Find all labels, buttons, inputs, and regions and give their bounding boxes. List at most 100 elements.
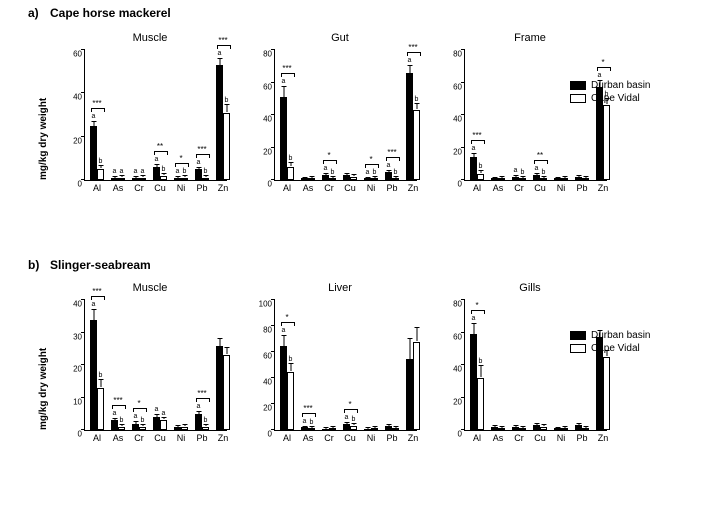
group-letter: a bbox=[472, 315, 476, 322]
sig-bracket bbox=[91, 296, 105, 300]
group-letter: b bbox=[373, 169, 377, 176]
group-letter: a bbox=[113, 410, 117, 417]
y-tick-label: 80 bbox=[263, 50, 275, 59]
bar-vidal bbox=[223, 355, 230, 430]
bar-vidal bbox=[139, 427, 146, 430]
x-tick-label: Cr bbox=[509, 183, 529, 193]
x-tick-label: Al bbox=[277, 183, 297, 193]
sig-bracket bbox=[154, 151, 168, 155]
bar-vidal bbox=[519, 428, 526, 430]
panel-title: Gut bbox=[260, 32, 420, 44]
group-letter: b bbox=[352, 416, 356, 423]
y-tick-label: 60 bbox=[263, 352, 275, 361]
y-tick bbox=[271, 325, 275, 326]
sig-stars: *** bbox=[408, 44, 417, 52]
bar-vidal bbox=[498, 428, 505, 430]
y-tick bbox=[81, 364, 85, 365]
bar-vidal bbox=[371, 178, 378, 180]
bar-vidal bbox=[498, 178, 505, 180]
x-tick-label: Zn bbox=[403, 183, 423, 193]
bar-durban bbox=[512, 177, 519, 180]
chart-panel: Musclemg/kg dry weight010203040Al***abAs… bbox=[70, 300, 230, 450]
bar-vidal bbox=[603, 357, 610, 430]
bar-vidal bbox=[519, 178, 526, 180]
sig-bracket bbox=[386, 157, 400, 161]
y-tick-label: 60 bbox=[453, 332, 465, 341]
y-tick bbox=[461, 429, 465, 430]
sig-bracket bbox=[534, 160, 548, 164]
bar-durban bbox=[195, 414, 202, 430]
group-letter: a bbox=[197, 403, 201, 410]
group-letter: a bbox=[218, 50, 222, 57]
y-tick bbox=[461, 364, 465, 365]
bar-durban bbox=[512, 427, 519, 430]
x-tick-label: Pb bbox=[382, 433, 402, 443]
bar-durban bbox=[385, 172, 392, 180]
group-letter: a bbox=[134, 413, 138, 420]
group-letter: b bbox=[521, 169, 525, 176]
group-letter: b bbox=[225, 97, 229, 104]
bar-durban bbox=[111, 178, 118, 180]
y-tick-label: 80 bbox=[453, 300, 465, 309]
sig-stars: *** bbox=[113, 397, 122, 405]
bar-durban bbox=[470, 157, 477, 180]
bar-durban bbox=[195, 169, 202, 180]
y-tick-label: 0 bbox=[78, 180, 85, 189]
group-letter: a bbox=[92, 301, 96, 308]
x-tick-label: As bbox=[108, 433, 128, 443]
group-letter: b bbox=[542, 169, 546, 176]
bar-durban bbox=[280, 346, 287, 431]
bar-vidal bbox=[160, 420, 167, 430]
bar-durban bbox=[216, 346, 223, 431]
bar-durban bbox=[280, 97, 287, 180]
sig-bracket bbox=[302, 413, 316, 417]
bar-vidal bbox=[371, 428, 378, 430]
group-letter: a bbox=[141, 168, 145, 175]
y-tick bbox=[271, 49, 275, 50]
panel-title: Liver bbox=[260, 282, 420, 294]
y-tick bbox=[461, 114, 465, 115]
bar-vidal bbox=[329, 178, 336, 180]
x-tick-label: Zn bbox=[593, 433, 613, 443]
bar-durban bbox=[90, 320, 97, 431]
x-tick-label: Ni bbox=[361, 183, 381, 193]
sig-bracket bbox=[196, 154, 210, 158]
group-letter: a bbox=[282, 327, 286, 334]
x-tick-label: Cr bbox=[509, 433, 529, 443]
x-tick-label: Ni bbox=[551, 433, 571, 443]
bar-vidal bbox=[287, 372, 294, 431]
x-tick-label: Cu bbox=[530, 183, 550, 193]
bar-durban bbox=[575, 425, 582, 430]
y-tick bbox=[81, 136, 85, 137]
y-tick-label: 20 bbox=[263, 147, 275, 156]
group-letter: b bbox=[289, 356, 293, 363]
plot-area: 020406080Al*abAsCrCuNiPbZn bbox=[464, 300, 607, 431]
chart-panel: Gills020406080Al*abAsCrCuNiPbZn bbox=[450, 300, 610, 450]
sig-bracket bbox=[471, 140, 485, 144]
sig-stars: *** bbox=[197, 146, 206, 154]
group-letter: a bbox=[472, 145, 476, 152]
x-tick-label: Cu bbox=[150, 183, 170, 193]
bar-vidal bbox=[477, 174, 484, 181]
y-tick bbox=[271, 377, 275, 378]
sig-bracket bbox=[281, 73, 295, 77]
sig-bracket bbox=[217, 45, 231, 49]
bar-durban bbox=[533, 425, 540, 430]
y-tick-label: 10 bbox=[73, 397, 85, 406]
y-tick bbox=[81, 397, 85, 398]
x-tick-label: As bbox=[488, 433, 508, 443]
y-tick bbox=[271, 82, 275, 83]
x-tick-label: Cu bbox=[340, 183, 360, 193]
bar-durban bbox=[554, 178, 561, 180]
sig-stars: * bbox=[285, 314, 288, 322]
bar-vidal bbox=[181, 427, 188, 430]
bar-vidal bbox=[561, 178, 568, 180]
panel-title: Frame bbox=[450, 32, 610, 44]
y-tick-label: 80 bbox=[263, 326, 275, 335]
x-tick-label: Pb bbox=[382, 183, 402, 193]
group-letter: b bbox=[120, 417, 124, 424]
y-tick-label: 100 bbox=[259, 300, 275, 309]
plot-area: 0204060Al***abAsaaCraaCu**abNi*abPb***ab… bbox=[84, 50, 227, 181]
group-letter: b bbox=[204, 417, 208, 424]
sig-bracket bbox=[344, 409, 358, 413]
